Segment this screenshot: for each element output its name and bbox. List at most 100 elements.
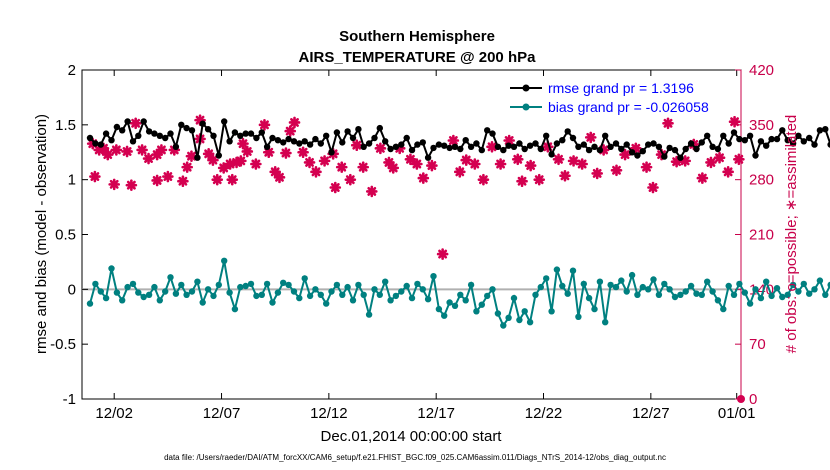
bias-point bbox=[795, 288, 802, 295]
obs-assimilated-point bbox=[705, 156, 717, 169]
bias-point bbox=[360, 291, 367, 298]
bias-point bbox=[661, 280, 668, 288]
bias-point bbox=[725, 282, 732, 290]
rmse-point bbox=[376, 124, 383, 132]
rmse-point bbox=[360, 143, 367, 150]
obs-assimilated-point bbox=[640, 161, 653, 173]
bias-point bbox=[188, 288, 196, 295]
obs-assimilated-point bbox=[217, 162, 230, 174]
rmse-point bbox=[86, 134, 94, 142]
bias-point bbox=[500, 322, 507, 329]
rmse-point bbox=[612, 140, 620, 147]
rmse-point bbox=[306, 141, 314, 148]
bias-point bbox=[312, 286, 319, 293]
rmse-point bbox=[811, 141, 818, 148]
bias-point bbox=[800, 280, 807, 288]
obs-assimilated-point bbox=[619, 148, 631, 161]
obs-assimilated-series bbox=[86, 114, 745, 260]
rmse-point bbox=[162, 134, 169, 142]
rmse-point bbox=[97, 141, 105, 148]
bias-point bbox=[306, 292, 314, 300]
rmse-point bbox=[108, 137, 115, 144]
obs-assimilated-point bbox=[516, 175, 528, 188]
rmse-point bbox=[323, 132, 330, 139]
bias-point bbox=[339, 291, 346, 298]
rmse-point bbox=[247, 130, 255, 137]
rmse-point bbox=[274, 137, 282, 144]
footnote: data file: /Users/raeder/DAI/ATM_forcXX/… bbox=[164, 453, 666, 462]
obs-assimilated-point bbox=[404, 153, 417, 166]
rmse-point bbox=[237, 132, 244, 139]
obs-assimilated-point bbox=[477, 173, 490, 186]
bias-point bbox=[156, 297, 163, 304]
bias-point bbox=[451, 302, 459, 309]
bias-point bbox=[494, 310, 502, 317]
bias-point bbox=[435, 305, 443, 313]
bias-point bbox=[516, 316, 523, 324]
bias-point bbox=[650, 276, 657, 283]
bias-point bbox=[371, 286, 378, 293]
bias-point bbox=[317, 291, 324, 298]
rmse-point bbox=[290, 138, 298, 145]
bias-point bbox=[382, 278, 389, 285]
rmse-point bbox=[806, 134, 813, 142]
y-tick-label-right: 350 bbox=[749, 117, 774, 134]
obs-assimilated-point bbox=[329, 181, 342, 194]
rmse-point bbox=[521, 145, 528, 153]
obs-assimilated-point bbox=[108, 178, 120, 191]
rmse-point bbox=[317, 140, 324, 147]
bias-point bbox=[532, 291, 539, 298]
rmse-point bbox=[532, 140, 539, 147]
bias-point bbox=[666, 286, 673, 293]
rmse-point bbox=[773, 135, 781, 143]
bias-point bbox=[607, 281, 614, 289]
rmse-point bbox=[714, 145, 722, 153]
bias-point bbox=[414, 280, 421, 288]
obs-assimilated-point bbox=[162, 170, 174, 183]
obs-assimilated-point bbox=[357, 161, 370, 173]
rmse-point bbox=[763, 142, 770, 149]
y-axis-label-right: # of obs: o=possible; ∗=assimilated bbox=[783, 115, 800, 354]
rmse-point bbox=[156, 132, 163, 139]
rmse-point bbox=[564, 128, 571, 135]
rmse-point bbox=[280, 139, 287, 146]
bias-point bbox=[682, 288, 689, 295]
bias-point bbox=[151, 283, 158, 291]
obs-assimilated-point bbox=[207, 154, 219, 166]
obs-assimilated-point bbox=[181, 161, 193, 173]
bias-point bbox=[145, 291, 153, 298]
bias-point bbox=[687, 282, 695, 290]
rmse-point bbox=[618, 145, 625, 153]
rmse-point bbox=[505, 142, 512, 149]
bias-point bbox=[628, 271, 636, 279]
obs-assimilated-point bbox=[647, 181, 659, 194]
obs-assimilated-point bbox=[426, 159, 438, 172]
y-tick-label: -1 bbox=[63, 391, 76, 408]
legend-rmse-label: rmse grand pr = 1.3196 bbox=[548, 80, 694, 96]
rmse-point bbox=[736, 135, 743, 143]
obs-assimilated-point bbox=[235, 155, 247, 167]
obs-assimilated-point bbox=[136, 144, 148, 156]
rmse-point bbox=[403, 134, 410, 142]
rmse-point bbox=[129, 138, 137, 145]
rmse-point bbox=[537, 145, 544, 153]
rmse-point bbox=[634, 152, 641, 159]
bias-point bbox=[280, 279, 287, 286]
rmse-point bbox=[92, 140, 99, 147]
rmse-point bbox=[253, 134, 260, 142]
bias-point bbox=[328, 288, 335, 295]
rmse-point bbox=[746, 132, 754, 139]
bias-point bbox=[333, 281, 341, 289]
y-tick-label-right: 420 bbox=[749, 62, 774, 79]
bias-point bbox=[553, 266, 561, 273]
rmse-point bbox=[296, 140, 303, 147]
obs-assimilated-point bbox=[559, 169, 571, 182]
rmse-point bbox=[650, 140, 657, 147]
obs-assimilated-point bbox=[273, 171, 286, 184]
bias-point bbox=[484, 292, 491, 300]
bias-point bbox=[204, 286, 212, 293]
rmse-point bbox=[645, 141, 652, 148]
bias-point bbox=[408, 294, 416, 302]
